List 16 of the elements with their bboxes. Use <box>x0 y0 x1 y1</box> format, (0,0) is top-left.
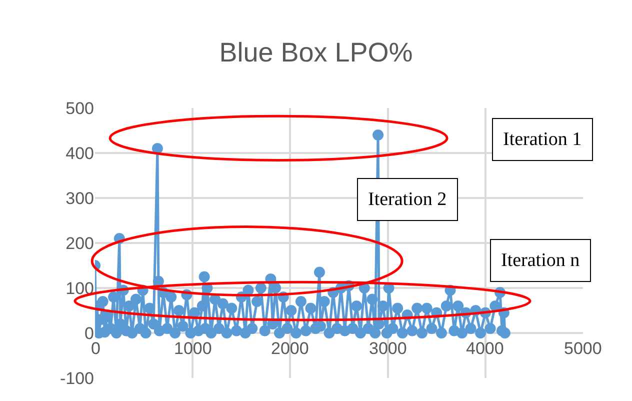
annotation: Iteration 1 <box>503 129 582 150</box>
y-tick-label: 200 <box>66 234 94 253</box>
annotation: Iteration n <box>501 250 580 271</box>
y-tick-label: 400 <box>66 144 94 163</box>
y-tick-label: 100 <box>66 278 94 298</box>
x-tick-label: 3000 <box>369 339 407 358</box>
y-tick-label: 500 <box>66 98 94 118</box>
x-tick-label: 5000 <box>564 339 602 358</box>
x-tick-label: 1000 <box>174 339 212 358</box>
chart-title: Blue Box LPO% <box>219 38 413 68</box>
y-tick-label: 0 <box>84 324 94 343</box>
x-tick-label: 2000 <box>271 339 309 358</box>
y-tick-label: 300 <box>66 188 94 208</box>
annotation: Iteration 2 <box>368 189 447 210</box>
x-tick-label: 4000 <box>466 339 504 358</box>
y-tick-label: -100 <box>60 368 94 388</box>
